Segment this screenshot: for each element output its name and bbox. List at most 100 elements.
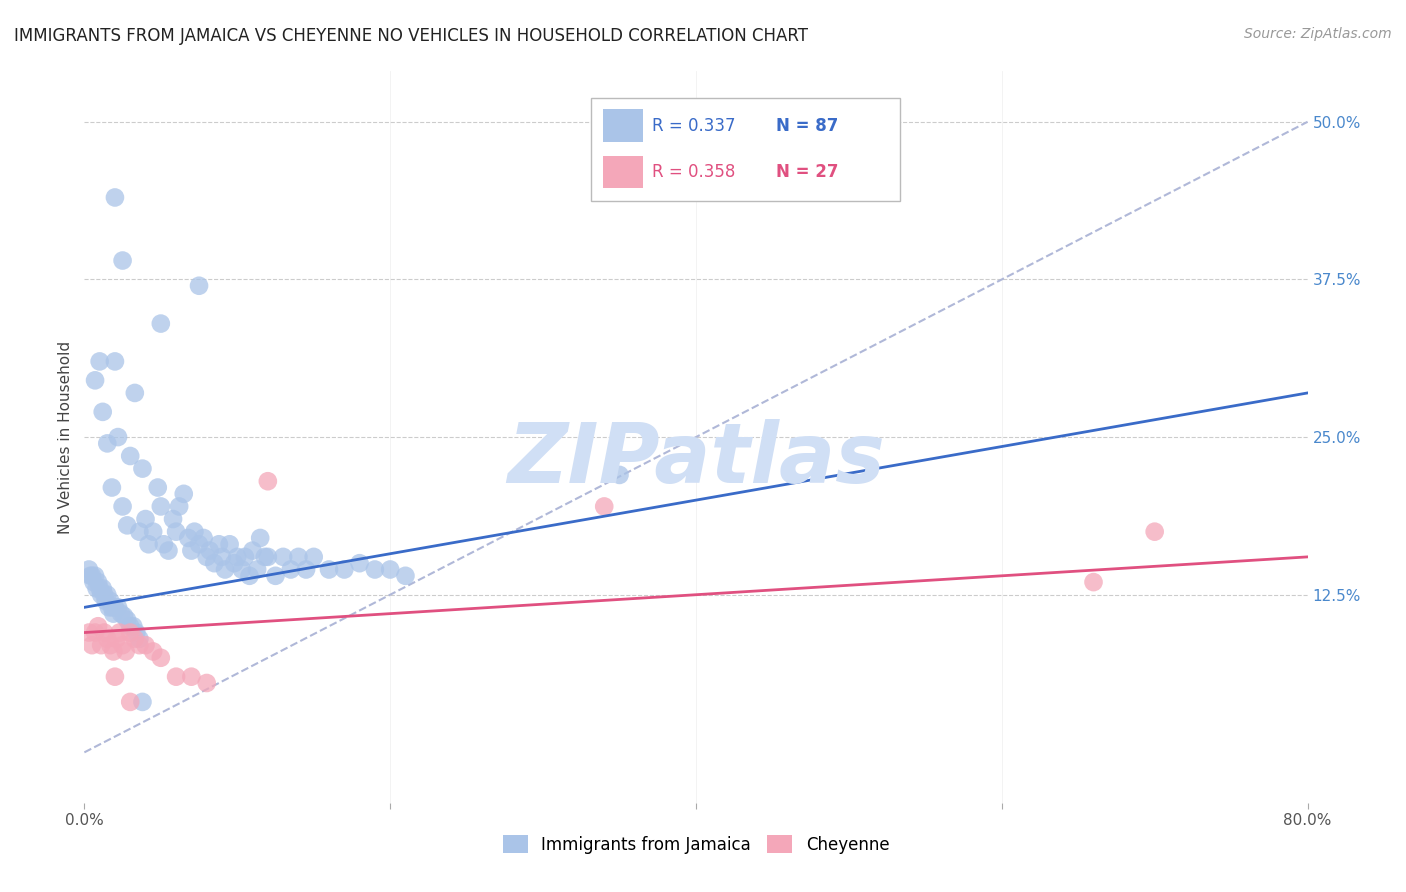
Point — [295, 562, 318, 576]
Point — [103, 607, 125, 621]
Point — [93, 588, 115, 602]
Point — [188, 537, 211, 551]
Text: N = 87: N = 87 — [776, 117, 838, 135]
Point — [364, 562, 387, 576]
Point — [257, 474, 280, 488]
Point — [214, 562, 236, 576]
Point — [257, 549, 280, 564]
Point — [177, 531, 200, 545]
Point — [188, 278, 211, 293]
Point — [115, 613, 138, 627]
Point — [131, 461, 153, 475]
Point — [97, 600, 120, 615]
Point — [80, 569, 103, 583]
Point — [111, 500, 134, 514]
Point — [115, 518, 138, 533]
Point — [104, 600, 127, 615]
Point — [162, 512, 184, 526]
Point — [249, 531, 271, 545]
Point — [349, 556, 371, 570]
Point — [84, 625, 107, 640]
Point — [157, 543, 180, 558]
Point — [264, 569, 287, 583]
Text: N = 27: N = 27 — [776, 163, 838, 181]
Point — [104, 190, 127, 204]
Point — [224, 556, 246, 570]
Text: R = 0.358: R = 0.358 — [652, 163, 735, 181]
Point — [202, 556, 225, 570]
Legend: Immigrants from Jamaica, Cheyenne: Immigrants from Jamaica, Cheyenne — [496, 829, 896, 860]
Point — [173, 487, 195, 501]
Point — [135, 638, 157, 652]
Point — [165, 670, 187, 684]
Point — [125, 625, 148, 640]
Point — [77, 625, 100, 640]
Text: ZIPatlas: ZIPatlas — [508, 418, 884, 500]
Point — [114, 644, 136, 658]
Point — [142, 524, 165, 539]
Point — [153, 537, 176, 551]
Point — [86, 582, 108, 596]
Point — [87, 619, 110, 633]
Point — [89, 582, 111, 596]
Point — [380, 562, 402, 576]
Point — [107, 600, 129, 615]
Point — [149, 500, 172, 514]
Point — [394, 569, 416, 583]
Point — [165, 524, 187, 539]
Point — [149, 650, 172, 665]
Point — [242, 543, 264, 558]
Point — [226, 549, 249, 564]
Point — [108, 625, 131, 640]
Text: R = 0.337: R = 0.337 — [652, 117, 735, 135]
Point — [233, 549, 256, 564]
Point — [138, 537, 160, 551]
Point — [94, 594, 117, 608]
Point — [103, 644, 125, 658]
Point — [93, 625, 115, 640]
Point — [101, 481, 124, 495]
Point — [110, 607, 132, 621]
Point — [149, 317, 172, 331]
Point — [208, 537, 231, 551]
FancyBboxPatch shape — [591, 98, 900, 201]
Point — [84, 373, 107, 387]
Point — [135, 512, 157, 526]
Point — [180, 543, 202, 558]
FancyBboxPatch shape — [603, 110, 643, 142]
Point — [111, 638, 134, 652]
Point — [218, 537, 240, 551]
Point — [280, 562, 302, 576]
Point — [104, 670, 127, 684]
Point — [238, 569, 260, 583]
Point — [87, 575, 110, 590]
Point — [593, 500, 616, 514]
Point — [1143, 524, 1166, 539]
Y-axis label: No Vehicles in Household: No Vehicles in Household — [58, 341, 73, 533]
Point — [96, 588, 118, 602]
Point — [104, 354, 127, 368]
Point — [84, 569, 107, 583]
Point — [302, 549, 325, 564]
Point — [211, 549, 233, 564]
Point — [120, 619, 142, 633]
Point — [77, 562, 100, 576]
Point — [105, 632, 128, 646]
Point — [131, 695, 153, 709]
Text: Source: ZipAtlas.com: Source: ZipAtlas.com — [1244, 27, 1392, 41]
Point — [1083, 575, 1105, 590]
Point — [124, 386, 146, 401]
Point — [124, 632, 146, 646]
Point — [318, 562, 340, 576]
Point — [96, 436, 118, 450]
Point — [146, 481, 169, 495]
Point — [80, 638, 103, 652]
Point — [271, 549, 294, 564]
FancyBboxPatch shape — [603, 155, 643, 188]
Point — [101, 600, 124, 615]
Point — [120, 449, 142, 463]
Point — [180, 670, 202, 684]
Point — [98, 638, 121, 652]
Point — [198, 543, 221, 558]
Point — [83, 575, 105, 590]
